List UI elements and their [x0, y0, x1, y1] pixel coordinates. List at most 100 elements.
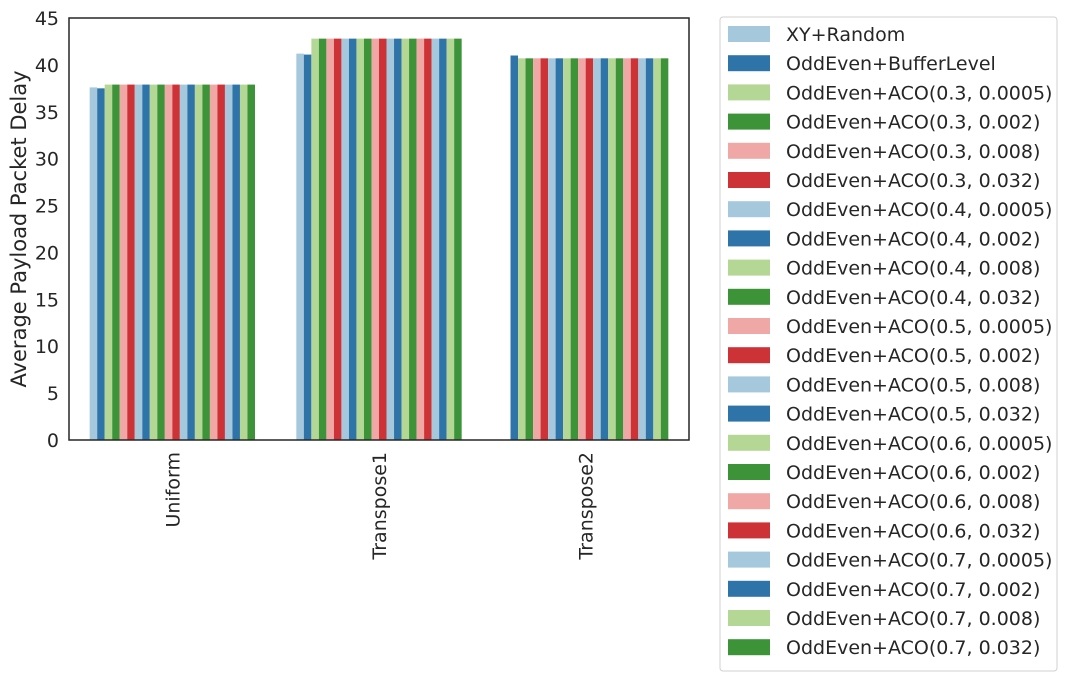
legend-swatch	[728, 259, 770, 276]
bar-uniform-series-21	[247, 84, 255, 441]
legend-swatch	[728, 26, 770, 42]
legend-label: OddEven+ACO(0.4, 0.008)	[786, 258, 1040, 280]
bar-transpose1-series-4	[326, 38, 334, 441]
legend-label: OddEven+ACO(0.5, 0.032)	[786, 404, 1040, 426]
bar-uniform-series-10	[164, 84, 173, 441]
bar-transpose2-series-4	[533, 58, 541, 441]
bars-layer	[89, 38, 669, 441]
x-tick-label: Transpose2	[576, 452, 598, 561]
legend-swatch	[728, 347, 770, 364]
bar-uniform-series-18	[224, 84, 233, 441]
legend-label: OddEven+ACO(0.4, 0.0005)	[786, 199, 1052, 221]
legend-label: OddEven+ACO(0.3, 0.008)	[786, 141, 1040, 163]
bar-transpose1-series-16	[416, 38, 425, 441]
y-axis: 0 5 10 15 20 25 30 35 40 45	[35, 8, 59, 452]
legend: XY+Random OddEven+BufferLevel OddEven+ACO(…	[719, 16, 1058, 672]
legend-swatch	[728, 639, 770, 656]
legend-swatch	[728, 113, 770, 130]
bar-uniform-series-5	[127, 84, 135, 441]
bar-uniform-series-19	[232, 84, 240, 441]
bar-uniform-series-20	[239, 84, 248, 441]
legend-label: OddEven+ACO(0.6, 0.032)	[786, 520, 1040, 542]
bar-uniform-series-6	[134, 84, 143, 441]
bar-transpose2-series-2	[518, 58, 526, 441]
legend-label: OddEven+ACO(0.5, 0.0005)	[786, 316, 1052, 338]
bar-uniform-series-2	[104, 84, 113, 441]
bar-transpose1-series-17	[424, 38, 432, 441]
bar-transpose2-series-11	[585, 58, 594, 441]
bar-transpose2-series-9	[570, 58, 579, 441]
legend-label: OddEven+ACO(0.4, 0.032)	[786, 287, 1040, 309]
y-tick-label: 20	[35, 242, 59, 264]
x-tick-label: Uniform	[162, 452, 184, 528]
legend-swatch	[728, 172, 770, 188]
bar-transpose1-series-13	[394, 38, 402, 441]
bar-transpose2-series-13	[600, 58, 609, 441]
legend-swatch	[728, 522, 770, 539]
legend-swatch	[728, 580, 770, 597]
x-tick-label: Transpose1	[369, 452, 391, 561]
bar-transpose2-series-3	[525, 58, 534, 441]
bar-uniform-series-7	[142, 84, 150, 441]
bar-transpose2-series-14	[608, 58, 616, 441]
y-tick-label: 35	[35, 102, 59, 124]
legend-swatch	[728, 551, 770, 568]
bar-uniform-series-13	[187, 84, 195, 441]
legend-label: OddEven+ACO(0.7, 0.002)	[786, 579, 1040, 601]
plot-frame	[68, 17, 690, 441]
legend-swatch	[728, 201, 770, 218]
bar-transpose1-series-1	[303, 54, 312, 440]
bar-transpose1-series-8	[356, 38, 364, 441]
legend-swatch	[728, 318, 770, 334]
y-tick-label: 45	[35, 8, 59, 30]
y-tick-label: 30	[35, 149, 59, 171]
bar-transpose2-series-19	[645, 58, 654, 441]
legend-label: OddEven+ACO(0.7, 0.032)	[786, 637, 1040, 659]
bar-uniform-series-9	[157, 84, 165, 441]
legend-label: OddEven+ACO(0.5, 0.002)	[786, 345, 1040, 367]
y-tick-label: 25	[35, 196, 59, 218]
y-tick-label: 5	[47, 383, 59, 405]
bar-transpose2-series-18	[638, 58, 646, 441]
legend-label: OddEven+ACO(0.3, 0.0005)	[786, 82, 1052, 104]
bar-uniform-series-8	[149, 84, 158, 441]
bar-transpose2-series-5	[540, 58, 549, 441]
y-tick-label: 0	[47, 430, 59, 452]
legend-swatch	[728, 288, 770, 305]
bar-transpose1-series-0	[296, 53, 304, 440]
bar-transpose1-series-3	[318, 38, 327, 441]
legend-label: OddEven+ACO(0.3, 0.032)	[786, 170, 1040, 192]
legend-swatch	[728, 610, 770, 626]
y-tick-label: 40	[35, 55, 59, 77]
bar-uniform-series-15	[202, 84, 210, 441]
bar-uniform-series-0	[89, 87, 98, 440]
bar-transpose2-series-20	[653, 58, 661, 441]
bar-uniform-series-3	[112, 84, 120, 441]
bar-transpose1-series-7	[348, 38, 357, 441]
bar-transpose2-series-6	[548, 58, 556, 441]
bar-transpose1-series-10	[371, 38, 379, 441]
bar-transpose1-series-19	[439, 38, 447, 441]
legend-frame	[719, 16, 1058, 672]
bar-transpose1-series-18	[431, 38, 440, 441]
bar-transpose2-series-15	[615, 58, 624, 441]
bar-transpose2-series-1	[510, 55, 519, 441]
legend-swatch	[728, 142, 770, 159]
bar-transpose1-series-21	[454, 38, 462, 441]
legend-swatch	[728, 230, 770, 247]
bar-transpose2-series-16	[623, 58, 631, 441]
legend-swatch	[728, 464, 770, 480]
bar-transpose1-series-5	[333, 38, 342, 441]
y-tick-label: 10	[35, 336, 59, 358]
bar-transpose2-series-7	[555, 58, 564, 441]
y-axis-label: Average Payload Packet Delay	[7, 70, 31, 387]
legend-label: OddEven+ACO(0.6, 0.008)	[786, 491, 1040, 513]
bar-uniform-series-12	[179, 84, 188, 441]
bar-transpose2-series-10	[578, 58, 586, 441]
legend-label: OddEven+ACO(0.3, 0.002)	[786, 112, 1040, 134]
bar-uniform-series-1	[97, 88, 105, 440]
bar-uniform-series-14	[194, 84, 203, 441]
legend-label: OddEven+ACO(0.5, 0.008)	[786, 374, 1040, 396]
bar-transpose2-series-8	[563, 58, 571, 441]
